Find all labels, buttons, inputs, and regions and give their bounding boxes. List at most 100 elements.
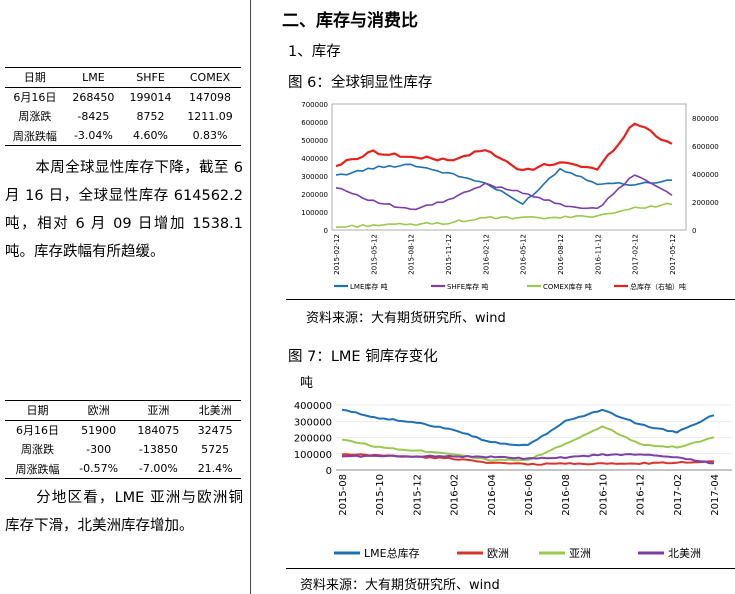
regional-inventory-table: 日期 欧洲 亚洲 北美洲 6月16日 51900 184075 32475 周涨… [5, 400, 241, 479]
table-cell: 6月16日 [15, 424, 59, 437]
x-tick-label: 2017-02-12 [632, 234, 640, 275]
table-row: 周涨跌 -300 -13850 5725 [5, 440, 241, 460]
table-cell: 268450 [72, 90, 115, 104]
x-tick-label: 2015-08-12 [408, 234, 416, 275]
table-cell: -3.04% [73, 129, 113, 142]
table-cell: 4.60% [133, 129, 168, 142]
x-tick-label: 2015-08 [338, 474, 349, 516]
x-tick-label: 2016-04 [487, 474, 498, 516]
figure-7-title: 图 7：LME 铜库存变化 [288, 349, 438, 365]
y-tick-label-left: 0 [324, 227, 328, 235]
series-line [335, 122, 673, 172]
table-cell: 184075 [137, 423, 180, 437]
figure-6-title: 图 6：全球铜显性库存 [288, 75, 433, 91]
x-tick-label: 2017-05-12 [669, 234, 677, 275]
left-column: 日期 LME SHFE COMEX 6月16日 268450 199014 14… [0, 0, 250, 594]
x-tick-label: 2015-05-12 [370, 234, 378, 275]
y-tick-label-left: 500000 [301, 137, 328, 145]
legend-label: LME库存 吨 [350, 282, 388, 291]
legend-label: COMEX库存 吨 [543, 282, 592, 291]
y-tick-label-right: 0 [692, 227, 696, 235]
x-tick-label: 2015-11-12 [445, 234, 453, 275]
x-tick-label: 2016-05-12 [520, 234, 528, 275]
x-tick-label: 2015-10 [375, 474, 386, 516]
table-header: LME [82, 70, 105, 84]
table-cell: 32475 [197, 423, 233, 437]
legend-label: LME总库存 [364, 546, 420, 560]
x-tick-label: 2016-02 [450, 474, 461, 516]
x-tick-label: 2016-06 [524, 474, 535, 516]
legend-label: 欧洲 [487, 547, 509, 560]
series-line [335, 174, 673, 211]
section-title: 二、库存与消费比 [282, 11, 418, 31]
series-line [341, 425, 715, 462]
table-header: SHFE [136, 70, 165, 84]
table-header-row: 日期 LME SHFE COMEX [5, 67, 241, 87]
table-cell: 1211.09 [187, 109, 233, 123]
x-tick-label: 2017-02 [673, 474, 684, 516]
figure-6-source: 资料来源：大有期货研究所、wind [306, 311, 506, 326]
legend-label: SHFE库存 吨 [447, 282, 488, 291]
lme-copper-inventory-chart: 吨 0 100000 200000 300000 400000 2015-08 2015-10… [294, 376, 732, 560]
right-column: 二、库存与消费比 1、库存 图 6：全球铜显性库存 0 100000 200000 3… [262, 0, 735, 594]
series-line [335, 163, 672, 206]
table-cell: 21.4% [197, 462, 233, 475]
table-row: 周涨跌幅 -3.04% 4.60% 0.83% [5, 126, 241, 146]
table-cell: -7.00% [138, 462, 178, 475]
y-tick-label: 300000 [294, 417, 332, 428]
table-cell: 6月16日 [13, 91, 57, 104]
global-copper-inventory-chart: 0 100000 200000 300000 400000 500000 600000 700… [301, 101, 719, 291]
y-tick-label-right: 600000 [692, 143, 719, 151]
table-cell: -8425 [77, 109, 110, 123]
column-divider [250, 0, 251, 594]
plot-frame [331, 103, 687, 231]
x-tick-label: 2016-12 [636, 474, 647, 516]
table-header-row: 日期 欧洲 亚洲 北美洲 [5, 400, 241, 420]
x-tick-label: 2016-10 [598, 474, 609, 516]
y-axis-unit: 吨 [300, 376, 313, 391]
table-cell: 周涨跌 [20, 443, 54, 457]
y-tick-label-left: 100000 [301, 209, 328, 217]
x-tick-label: 2016-11-12 [594, 234, 602, 275]
paragraph-text: 分地区看，LME 亚洲与欧洲铜库存下滑，北美洲库存增加。 [5, 490, 243, 534]
table-cell: -300 [86, 442, 112, 456]
x-tick-label: 2016-08 [561, 474, 572, 516]
figure-divider [286, 568, 735, 569]
series-line [341, 408, 715, 447]
table-cell: 147098 [189, 90, 232, 104]
table-cell: -13850 [138, 442, 178, 456]
table-cell: 周涨跌幅 [15, 462, 60, 476]
figure-7-source: 资料来源：大有期货研究所、wind [300, 578, 500, 593]
table-row: 6月16日 51900 184075 32475 [5, 420, 241, 440]
table-cell: 51900 [81, 423, 117, 437]
y-tick-label: 200000 [294, 434, 332, 445]
x-tick-label: 2017-04 [710, 474, 721, 516]
y-tick-label-right: 200000 [692, 199, 719, 207]
x-tick-label: 2015-02-12 [333, 234, 341, 275]
table-cell: 5725 [201, 442, 230, 456]
table-cell: 199014 [129, 90, 172, 104]
table-row: 周涨跌幅 -0.57% -7.00% 21.4% [5, 459, 241, 479]
table-header: 日期 [26, 404, 49, 418]
table-header: 欧洲 [87, 404, 110, 418]
table-cell: -0.57% [79, 462, 119, 475]
inventory-summary-paragraph: 本周全球显性库存下降，截至 6 月 16 日，全球显性库存 614562.2 吨… [5, 154, 243, 266]
table-cell: 周涨跌 [18, 110, 52, 124]
y-tick-label: 100000 [294, 450, 332, 461]
regional-summary-paragraph: 分地区看，LME 亚洲与欧洲铜库存下滑，北美洲库存增加。 [5, 484, 243, 540]
inventory-table: 日期 LME SHFE COMEX 6月16日 268450 199014 14… [5, 67, 241, 146]
y-tick-label-left: 300000 [301, 173, 328, 181]
y-tick-label-right: 800000 [692, 115, 719, 123]
series-line [335, 202, 673, 228]
table-cell: 周涨跌幅 [12, 129, 57, 143]
x-tick-label: 2016-08-12 [557, 234, 565, 275]
legend-label: 北美洲 [668, 547, 701, 560]
series-line [341, 453, 715, 465]
y-tick-label-left: 400000 [301, 155, 328, 163]
subsection-title: 1、库存 [288, 44, 341, 60]
y-tick-label: 400000 [294, 401, 332, 412]
table-cell: 0.83% [192, 129, 228, 142]
y-tick-label-left: 600000 [301, 119, 328, 127]
x-tick-label: 2015-12 [412, 474, 423, 516]
legend-label: 总库存（右轴）吨 [630, 282, 686, 291]
